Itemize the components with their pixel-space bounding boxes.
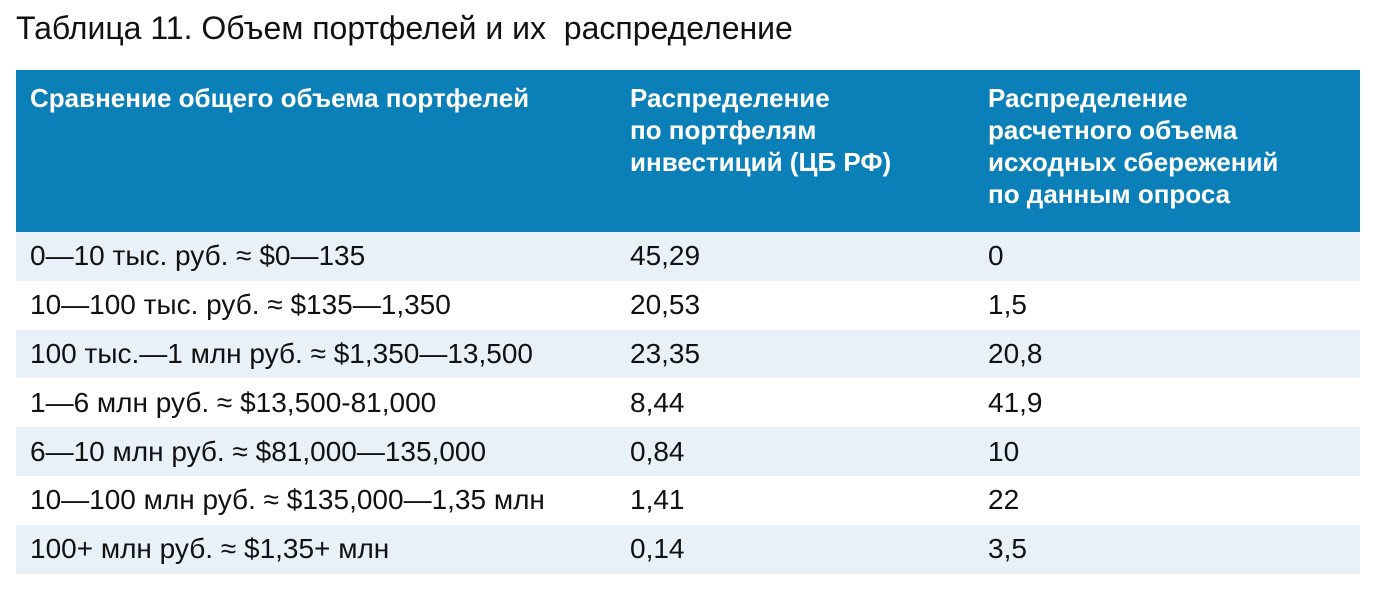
- cell-portfolio-range: 100+ млн руб. ≈ $1,35+ млн: [30, 533, 390, 565]
- table-row: 1—6 млн руб. ≈ $13,500-81,000 8,44 41,9: [16, 378, 1360, 428]
- header-cell-survey-distribution: Распределение расчетного объема исходных…: [988, 83, 1279, 209]
- table-row: 10—100 млн руб. ≈ $135,000—1,35 млн 1,41…: [16, 475, 1360, 525]
- cell-portfolio-range: 1—6 млн руб. ≈ $13,500-81,000: [30, 386, 437, 418]
- portfolio-table: Сравнение общего объема портфелей Распре…: [16, 70, 1360, 574]
- table-row: 100+ млн руб. ≈ $1,35+ млн 0,14 3,5: [16, 524, 1360, 574]
- cell-cbr-value: 0,84: [630, 435, 685, 467]
- cell-cbr-value: 8,44: [630, 386, 685, 418]
- table-row: 100 тыс.—1 млн руб. ≈ $1,350—13,500 23,3…: [16, 329, 1360, 379]
- cell-portfolio-range: 10—100 млн руб. ≈ $135,000—1,35 млн: [30, 484, 545, 516]
- header-cell-cbr-distribution: Распределение по портфелям инвестиций (Ц…: [630, 83, 892, 177]
- cell-cbr-value: 45,29: [630, 240, 701, 272]
- cell-survey-value: 20,8: [988, 337, 1043, 369]
- cell-survey-value: 41,9: [988, 386, 1043, 418]
- cell-cbr-value: 1,41: [630, 484, 685, 516]
- cell-portfolio-range: 6—10 млн руб. ≈ $81,000—135,000: [30, 435, 487, 467]
- cell-cbr-value: 0,14: [630, 533, 685, 565]
- cell-portfolio-range: 0—10 тыс. руб. ≈ $0—135: [30, 240, 366, 272]
- cell-cbr-value: 23,35: [630, 337, 701, 369]
- table-row: 6—10 млн руб. ≈ $81,000—135,000 0,84 10: [16, 427, 1360, 476]
- table-row: 0—10 тыс. руб. ≈ $0—135 45,29 0: [16, 232, 1360, 281]
- page-title: Таблица 11. Объем портфелей и их распред…: [16, 10, 793, 46]
- cell-cbr-value: 20,53: [630, 289, 701, 321]
- cell-survey-value: 10: [988, 435, 1020, 467]
- cell-portfolio-range: 100 тыс.—1 млн руб. ≈ $1,350—13,500: [30, 337, 534, 369]
- cell-survey-value: 0: [988, 240, 1004, 272]
- cell-survey-value: 1,5: [988, 289, 1027, 321]
- cell-survey-value: 3,5: [988, 533, 1027, 565]
- header-cell-portfolio-volume: Сравнение общего объема портфелей: [30, 83, 530, 113]
- cell-portfolio-range: 10—100 тыс. руб. ≈ $135—1,350: [30, 289, 451, 321]
- cell-survey-value: 22: [988, 484, 1020, 516]
- table-header: Сравнение общего объема портфелей Распре…: [16, 70, 1360, 232]
- table-row: 10—100 тыс. руб. ≈ $135—1,350 20,53 1,5: [16, 280, 1360, 330]
